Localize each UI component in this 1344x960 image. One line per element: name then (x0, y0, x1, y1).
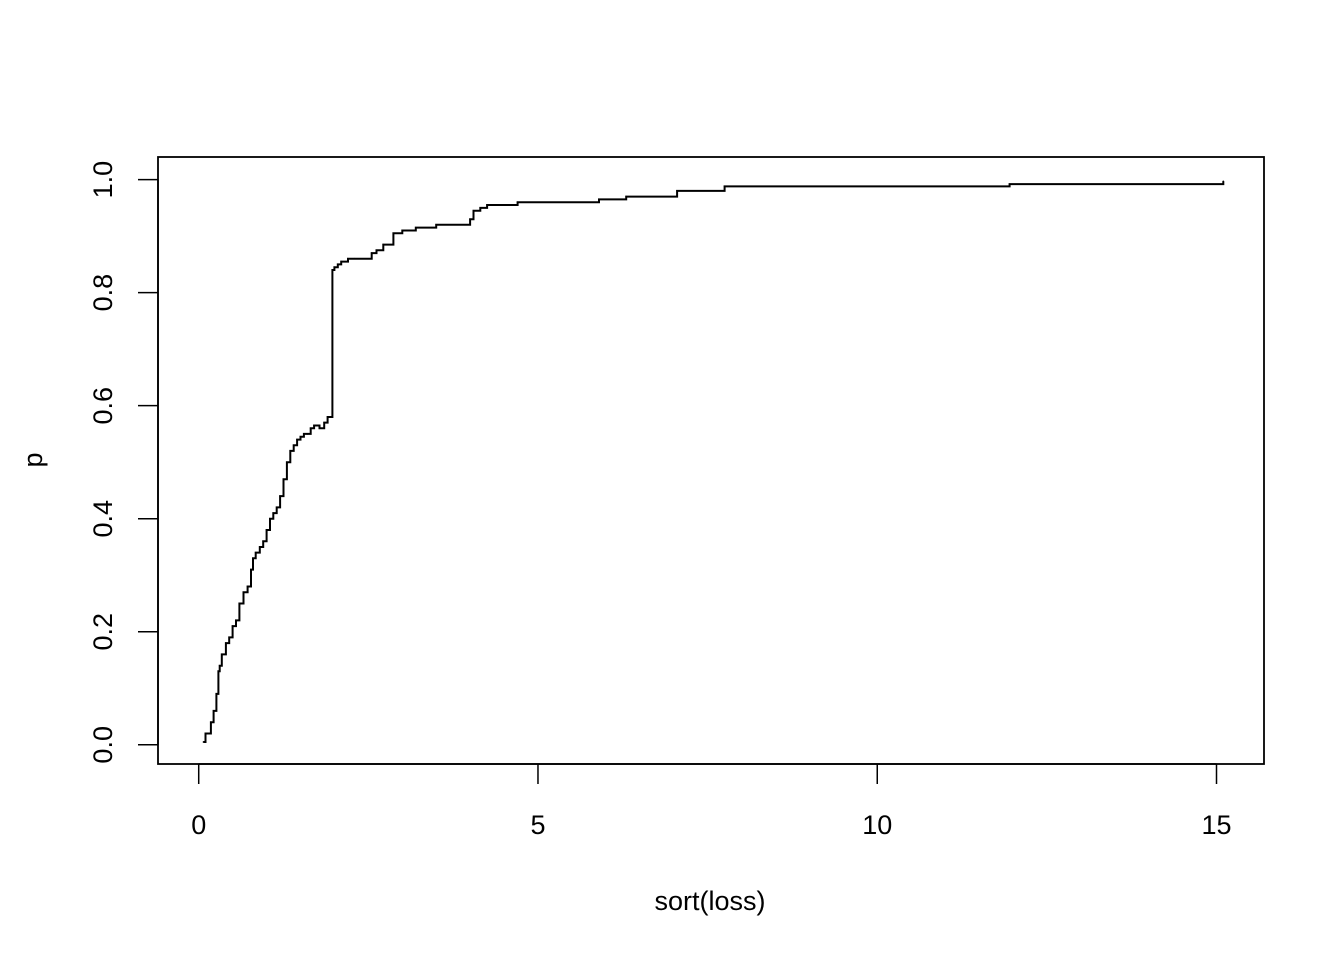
data-point (292, 444, 295, 447)
data-point (296, 438, 298, 441)
data-point (516, 201, 519, 204)
data-point (337, 263, 339, 266)
data-point (598, 198, 600, 201)
data-point (246, 585, 249, 588)
data-point (333, 266, 336, 269)
data-point (1222, 180, 1225, 183)
data-point (303, 433, 305, 435)
data-point (225, 642, 227, 644)
plot-frame (157, 156, 1265, 765)
data-point (250, 568, 252, 571)
data-point (272, 512, 275, 514)
data-point (392, 232, 395, 235)
series-step-line (203, 181, 1225, 743)
data-point (204, 732, 207, 735)
data-point (220, 653, 223, 656)
y-tick-label: 0.2 (88, 613, 118, 651)
x-tick-label: 10 (862, 810, 892, 840)
x-axis: 0 5 10 15 (191, 763, 1232, 840)
data-point (676, 190, 678, 192)
y-tick-label: 0.0 (88, 726, 118, 764)
data-point (435, 224, 437, 226)
series-points (202, 180, 1225, 743)
data-point (238, 602, 241, 605)
data-point (228, 636, 231, 639)
data-point (309, 427, 312, 430)
data-point (254, 551, 257, 554)
x-tick-label: 15 (1201, 810, 1231, 840)
data-point (299, 435, 302, 438)
data-point (353, 257, 356, 260)
data-point (326, 416, 329, 418)
data-point (1008, 183, 1011, 185)
data-point (202, 741, 205, 743)
data-point (486, 204, 488, 206)
data-point (479, 207, 482, 209)
data-point (331, 269, 334, 271)
data-point (210, 721, 212, 723)
x-tick-label: 0 (191, 810, 206, 840)
data-point (382, 243, 385, 246)
data-point (242, 591, 245, 593)
data-point (258, 546, 261, 548)
data-point (625, 195, 627, 198)
x-axis-title: sort(loss) (654, 886, 765, 916)
data-point (323, 421, 326, 424)
data-point (289, 450, 292, 452)
data-point (347, 257, 349, 260)
data-point (218, 664, 221, 667)
y-tick-label: 1.0 (88, 161, 118, 199)
data-point (212, 710, 215, 712)
data-point (275, 506, 278, 509)
data-point (262, 540, 264, 543)
y-axis-title: p (18, 452, 48, 467)
data-point (231, 625, 234, 627)
data-point (286, 461, 288, 463)
data-point (401, 229, 404, 232)
y-tick-label: 0.8 (88, 274, 118, 312)
data-point (306, 433, 309, 435)
data-point (340, 260, 343, 263)
data-point (415, 226, 417, 229)
data-point (215, 693, 218, 695)
y-tick-label: 0.4 (88, 500, 118, 538)
data-point (375, 249, 378, 252)
data-point (723, 185, 726, 188)
data-point (313, 424, 315, 427)
data-point (282, 478, 285, 480)
data-point (279, 495, 281, 497)
data-point (269, 517, 271, 520)
data-point (235, 619, 237, 622)
data-point (472, 209, 475, 212)
data-point (252, 557, 254, 560)
data-point (265, 529, 268, 531)
data-point (469, 218, 471, 220)
x-tick-label: 5 (530, 810, 545, 840)
y-tick-label: 0.6 (88, 387, 118, 425)
y-axis: 0.0 0.2 0.4 0.6 0.8 1.0 (88, 161, 159, 764)
data-point (217, 670, 220, 673)
data-point (318, 427, 321, 430)
data-point (370, 252, 373, 254)
